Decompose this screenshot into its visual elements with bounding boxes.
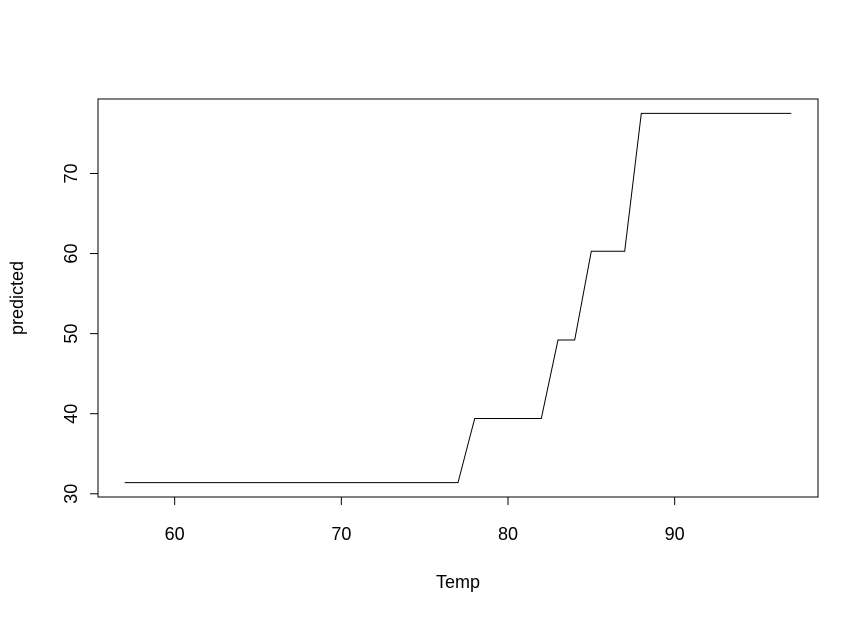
x-tick-label: 80 <box>498 524 518 544</box>
x-axis: 60 70 80 90 <box>165 496 685 544</box>
plot-frame <box>97 98 819 498</box>
y-tick-label: 60 <box>61 244 81 264</box>
y-tick-label: 40 <box>61 404 81 424</box>
series-group <box>124 112 792 484</box>
y-axis: 30 40 50 60 70 <box>61 163 99 504</box>
x-tick-label: 60 <box>165 524 185 544</box>
y-tick-label: 50 <box>61 324 81 344</box>
series-line-0 <box>124 112 792 484</box>
y-axis-title: predicted <box>7 261 27 335</box>
x-axis-title: Temp <box>436 572 480 592</box>
x-tick-label: 70 <box>331 524 351 544</box>
y-tick-label: 30 <box>61 484 81 504</box>
y-tick-label: 70 <box>61 163 81 183</box>
x-tick-label: 90 <box>665 524 685 544</box>
